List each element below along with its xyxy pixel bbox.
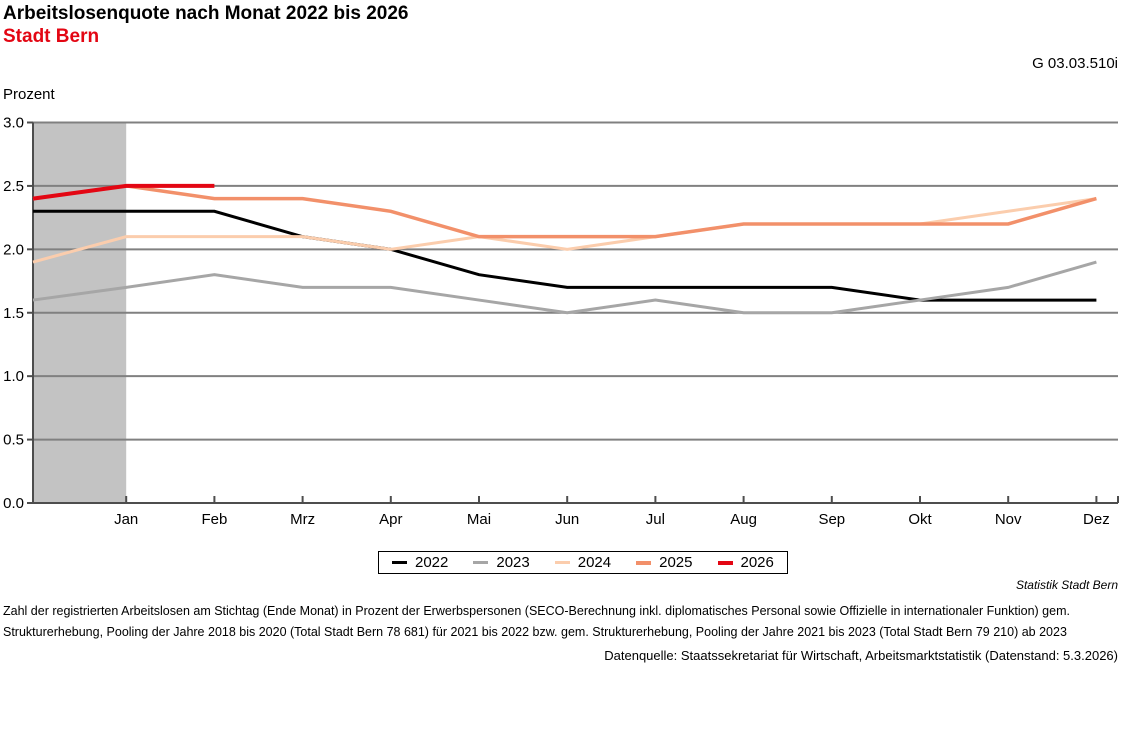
- page-title: Arbeitslosenquote nach Monat 2022 bis 20…: [3, 3, 409, 24]
- y-tick-label: 1.0: [3, 368, 24, 385]
- x-tick-label: Nov: [995, 511, 1022, 528]
- y-tick-label: 0.5: [3, 432, 24, 449]
- series-line-2023: [32, 260, 1097, 315]
- x-tick-label: Okt: [908, 511, 932, 528]
- footnote-line-1: Zahl der registrierten Arbeitslosen am S…: [3, 604, 1070, 618]
- legend-item-2026: 2026: [717, 551, 774, 574]
- source-note: Statistik Stadt Bern: [1015, 578, 1118, 592]
- page-subtitle: Stadt Bern: [3, 26, 100, 47]
- chart-legend: 2022 2023 2024 2025 2026: [378, 551, 788, 574]
- datasource-line: Datenquelle: Staatssekretariat für Wirts…: [604, 648, 1118, 663]
- x-tick-label: Jul: [646, 511, 665, 528]
- x-tick-label: Apr: [379, 511, 402, 528]
- legend-label-2025: 2025: [659, 554, 693, 571]
- series-line-2026: [32, 183, 215, 201]
- x-tick-label: Mai: [467, 511, 491, 528]
- legend-item-2022: 2022: [392, 551, 448, 574]
- y-tick-label: 2.5: [3, 178, 24, 195]
- series-line-2024: [32, 197, 1097, 264]
- x-tick-label: Feb: [201, 511, 227, 528]
- x-tick-label: Sep: [818, 511, 845, 528]
- legend-swatch-2025: [636, 560, 652, 565]
- footnote-line-2: Strukturerhebung, Pooling der Jahre 2018…: [3, 625, 1067, 639]
- legend-swatch-2026: [717, 560, 733, 565]
- unemployment-line-chart: 0.0 0.5 1.0 1.5 2.0 2.5 3.0 Jan Feb Mrz Apr Mai Jun J…: [3, 115, 1119, 528]
- legend-swatch-2024: [554, 561, 570, 564]
- y-tick-label: 3.0: [3, 115, 24, 132]
- figure-ref-code: G 03.03.510i: [1032, 55, 1118, 72]
- x-tick-label: Dez: [1083, 511, 1110, 528]
- legend-swatch-2022: [392, 561, 407, 564]
- legend-label-2026: 2026: [740, 554, 774, 571]
- x-tick-label: Jun: [555, 511, 579, 528]
- y-tick-label: 1.5: [3, 305, 24, 322]
- legend-label-2023: 2023: [496, 554, 530, 571]
- y-tick-label: 2.0: [3, 241, 24, 258]
- y-axis-unit-label: Prozent: [3, 86, 55, 103]
- x-tick-label: Jan: [114, 511, 138, 528]
- legend-item-2025: 2025: [636, 551, 693, 574]
- legend-item-2024: 2024: [554, 551, 612, 574]
- legend-swatch-2023: [473, 561, 489, 564]
- legend-label-2024: 2024: [577, 554, 612, 571]
- x-tick-label: Aug: [730, 511, 757, 528]
- footnote: Zahl der registrierten Arbeitslosen am S…: [3, 601, 1124, 643]
- x-tick-label: Mrz: [290, 511, 315, 528]
- legend-item-2023: 2023: [473, 551, 530, 574]
- legend-label-2022: 2022: [415, 554, 449, 571]
- series-line-2025: [32, 184, 1097, 239]
- y-tick-label: 0.0: [3, 495, 24, 512]
